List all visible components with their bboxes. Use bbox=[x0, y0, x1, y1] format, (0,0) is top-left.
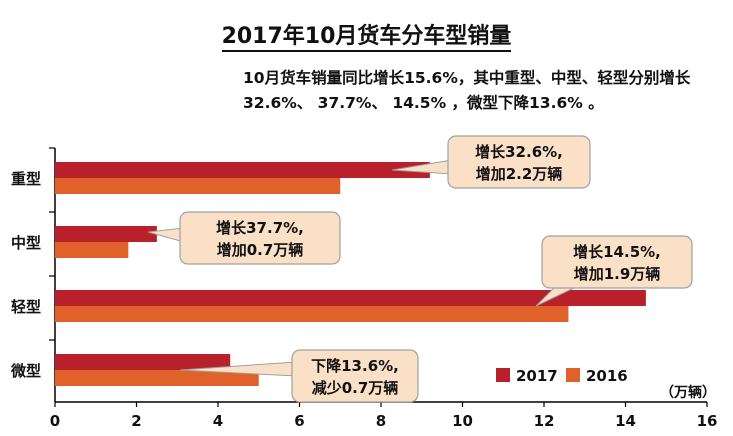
unit-label: （万辆） bbox=[660, 384, 716, 401]
callout-box-2 bbox=[541, 235, 693, 289]
callout-text-0-0: 增长32.6%, bbox=[475, 143, 563, 161]
x-tick-label-4: 8 bbox=[376, 412, 386, 430]
category-label-1: 中型 bbox=[11, 234, 41, 252]
legend-label-2017: 2017 bbox=[516, 367, 558, 385]
x-tick-label-3: 6 bbox=[294, 412, 304, 430]
legend-label-2016: 2016 bbox=[586, 367, 628, 385]
legend-swatch-2017 bbox=[496, 368, 510, 382]
x-tick-label-0: 0 bbox=[50, 412, 60, 430]
x-tick-label-1: 2 bbox=[131, 412, 141, 430]
callout-text-1-0: 增长37.7%, bbox=[216, 219, 304, 237]
x-tick-label-6: 12 bbox=[534, 412, 555, 430]
bar-2016-0 bbox=[55, 178, 341, 194]
callout-box-1 bbox=[179, 211, 341, 265]
callout-box-3 bbox=[291, 349, 419, 403]
x-tick-label-8: 16 bbox=[697, 412, 718, 430]
bar-2017-2 bbox=[55, 290, 646, 306]
callout-text-1-1: 增加0.7万辆 bbox=[217, 241, 304, 259]
category-label-0: 重型 bbox=[11, 170, 41, 188]
category-label-2: 轻型 bbox=[11, 298, 41, 316]
callout-text-2-1: 增加1.9万辆 bbox=[574, 265, 661, 283]
chart-title: 2017年10月货车分车型销量 bbox=[0, 18, 733, 52]
bar-2016-2 bbox=[55, 306, 569, 322]
bar-2017-1 bbox=[55, 226, 157, 242]
chart-subtitle: 10月货车销量同比增长15.6%，其中重型、中型、轻型分别增长32.6%、 37… bbox=[243, 69, 691, 112]
x-tick-label-7: 14 bbox=[615, 412, 636, 430]
bar-2016-1 bbox=[55, 242, 129, 258]
bar-2016-3 bbox=[55, 370, 259, 386]
bar-2017-0 bbox=[55, 162, 430, 178]
callout-text-2-0: 增长14.5%, bbox=[573, 243, 661, 261]
callout-text-0-1: 增加2.2万辆 bbox=[476, 165, 563, 183]
bar-2017-3 bbox=[55, 354, 231, 370]
chart-title-text: 2017年10月货车分车型销量 bbox=[221, 24, 512, 52]
x-tick-label-5: 10 bbox=[452, 412, 473, 430]
legend-swatch-2016 bbox=[566, 368, 580, 382]
category-label-3: 微型 bbox=[10, 362, 41, 380]
x-tick-label-2: 4 bbox=[213, 412, 223, 430]
callout-text-3-0: 下降13.6%, bbox=[311, 357, 399, 375]
callout-box-0 bbox=[447, 135, 591, 189]
callout-text-3-1: 减少0.7万辆 bbox=[312, 379, 399, 397]
